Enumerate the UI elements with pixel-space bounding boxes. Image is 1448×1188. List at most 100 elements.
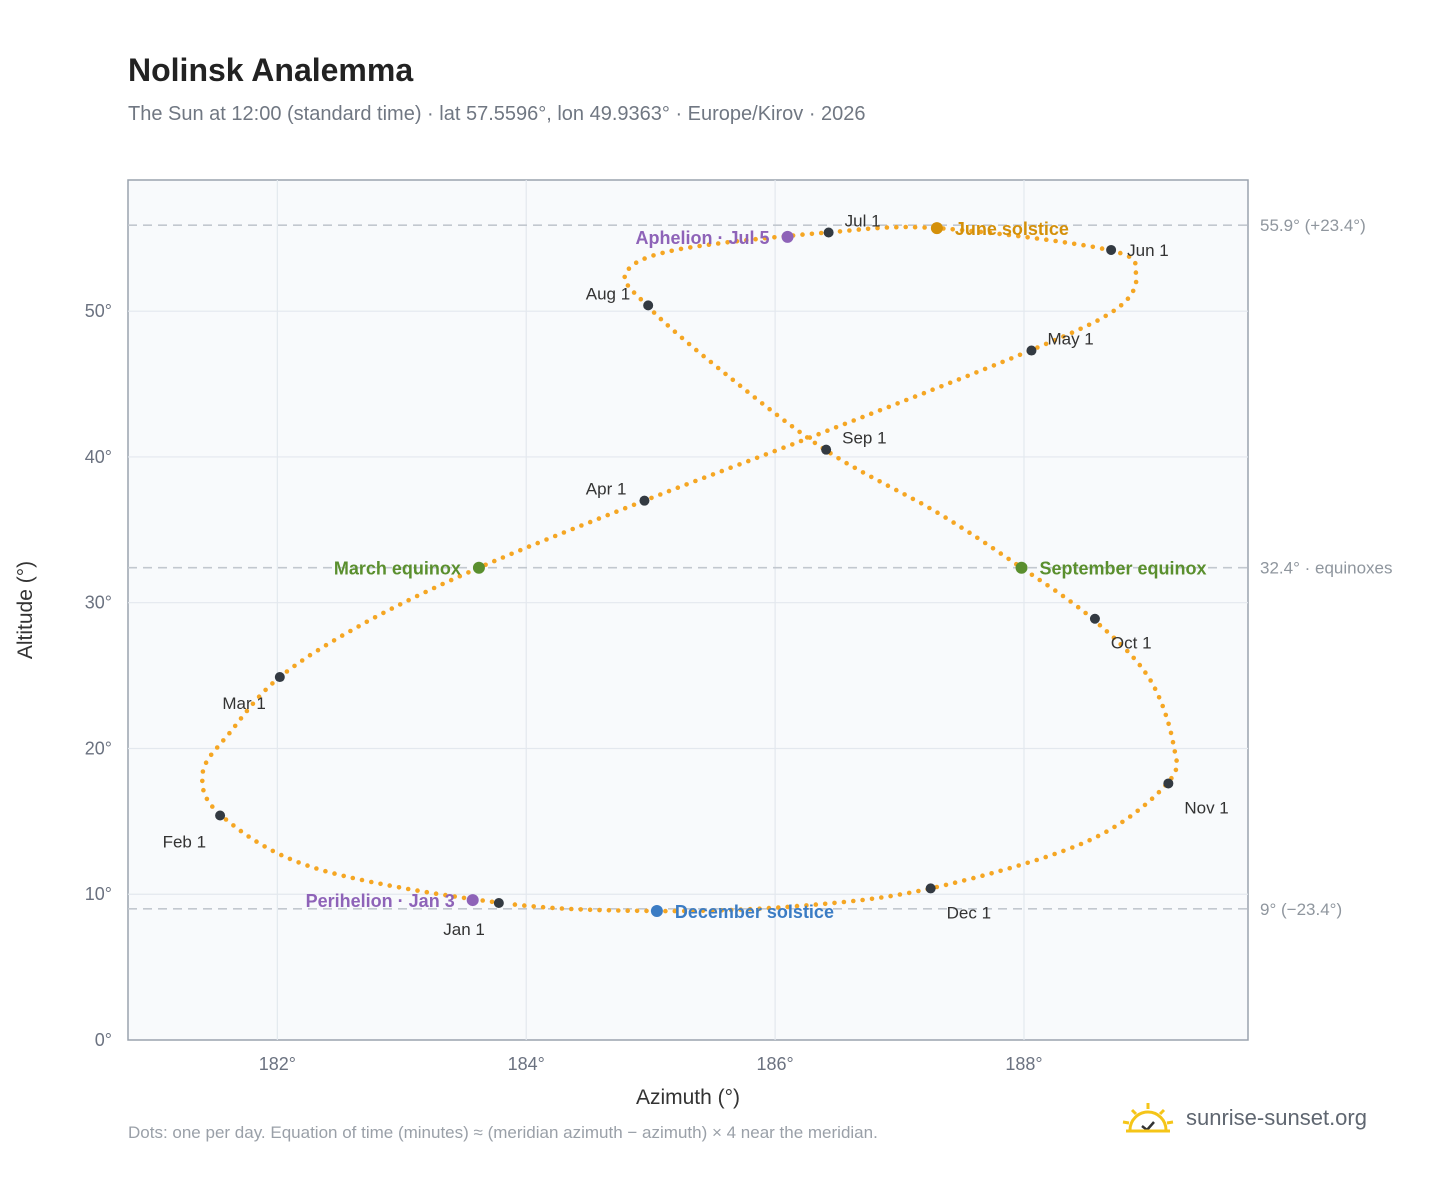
day-dot: [1152, 686, 1158, 691]
x-tick-label: 188°: [1005, 1054, 1042, 1074]
day-dot: [372, 615, 378, 620]
day-dot: [443, 892, 448, 898]
month-marker-label: May 1: [1047, 330, 1093, 349]
month-marker-label: Nov 1: [1184, 798, 1228, 817]
day-dot: [842, 421, 848, 427]
day-dot: [1118, 250, 1123, 256]
day-dot: [669, 248, 674, 254]
day-dot: [759, 401, 765, 406]
day-dot: [1009, 356, 1014, 361]
day-dot: [884, 225, 890, 230]
day-dot: [246, 834, 251, 839]
footnote: Dots: one per day. Equation of time (min…: [128, 1123, 878, 1142]
day-dot: [965, 373, 970, 379]
day-dot: [232, 723, 238, 729]
day-dot: [728, 907, 734, 913]
day-dot: [737, 383, 743, 389]
day-dot: [912, 394, 918, 399]
day-dot: [1062, 240, 1068, 245]
sun-logo-icon: [1122, 1103, 1174, 1133]
event-marker: [650, 905, 663, 917]
day-dot: [797, 429, 802, 435]
y-tick-label: 10°: [85, 884, 112, 904]
day-dot: [387, 883, 393, 888]
month-marker-label: Apr 1: [586, 480, 627, 499]
day-dot: [781, 445, 786, 451]
day-dot: [550, 905, 555, 911]
day-dot: [836, 456, 841, 461]
day-dot: [804, 903, 809, 908]
day-dot: [897, 892, 903, 897]
day-dot: [888, 893, 893, 899]
day-dot: [1111, 635, 1117, 641]
day-dot: [869, 896, 875, 902]
month-marker: [925, 883, 936, 894]
day-dot: [1172, 749, 1178, 754]
day-dot: [745, 389, 750, 394]
day-dot: [837, 229, 843, 234]
grid: [128, 180, 1248, 1040]
day-dot: [1087, 837, 1092, 843]
day-dot: [284, 669, 290, 674]
day-dot: [1099, 246, 1105, 251]
month-marker-label: Aug 1: [586, 284, 630, 303]
day-dot: [693, 478, 698, 484]
month-marker: [1089, 613, 1100, 624]
day-dot: [902, 492, 907, 497]
day-dot: [844, 460, 849, 466]
day-dot: [752, 395, 758, 400]
day-dot: [813, 902, 819, 907]
day-dot: [1142, 802, 1148, 808]
day-dot: [697, 243, 702, 249]
day-dot: [767, 406, 772, 412]
day-dot: [466, 570, 471, 575]
day-dot: [323, 868, 328, 874]
reference-line-label: 32.4° · equinoxes: [1260, 559, 1393, 578]
day-dot: [681, 908, 687, 914]
day-dot: [1125, 648, 1130, 654]
day-dot: [903, 224, 908, 230]
day-dot: [1029, 572, 1035, 578]
day-dot: [691, 908, 696, 914]
day-dot: [238, 716, 244, 721]
event-markers: June solstice December solstice March equi…: [306, 219, 1207, 922]
day-dot: [279, 852, 284, 858]
day-dot: [1137, 662, 1143, 668]
day-dot: [701, 353, 706, 359]
day-dot: [405, 886, 411, 892]
day-dot: [305, 863, 310, 868]
day-dot: [440, 581, 445, 587]
day-dot: [552, 533, 558, 539]
day-dot: [816, 431, 821, 437]
day-dot: [997, 231, 1002, 237]
day-dot: [875, 225, 880, 231]
day-dot: [886, 404, 892, 410]
day-dot: [1095, 833, 1101, 839]
axis-ticks: 182° 184° 186° 188° 0° 10° 20° 30° 40° 50°: [85, 301, 1043, 1074]
day-dot: [1130, 288, 1136, 294]
x-tick-label: 182°: [259, 1054, 296, 1074]
day-dot: [658, 492, 663, 497]
day-dot: [1017, 352, 1023, 358]
day-dot: [1000, 359, 1005, 365]
day-dot: [203, 760, 209, 765]
day-dot: [1052, 337, 1058, 343]
month-marker-label: Mar 1: [222, 694, 265, 713]
day-dot: [1111, 308, 1116, 314]
day-dot: [950, 227, 955, 232]
day-dot: [990, 546, 996, 551]
day-dot: [1007, 865, 1012, 871]
day-dot: [1133, 260, 1138, 266]
day-dot: [744, 237, 749, 243]
day-dot: [323, 642, 329, 648]
day-dot: [1103, 313, 1108, 319]
day-dot: [1053, 588, 1058, 593]
brand-logo[interactable]: sunrise-sunset.org: [1120, 1100, 1367, 1136]
day-dot: [772, 448, 777, 454]
day-dot: [794, 903, 800, 909]
day-dot: [315, 647, 321, 653]
day-dot: [270, 848, 276, 854]
day-dot: [961, 878, 967, 883]
day-dot: [785, 904, 790, 910]
